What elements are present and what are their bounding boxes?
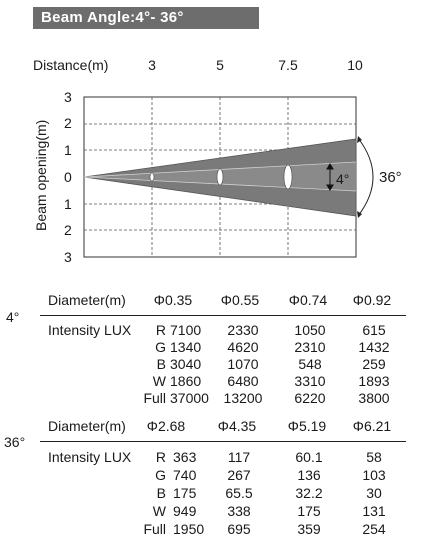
y-tick: 1 [64, 196, 72, 212]
table-4deg-cell: 37000 [170, 390, 209, 406]
table-4deg-cell: 1860 [170, 373, 202, 389]
table-4deg-diameter: Φ0.92 [352, 292, 392, 308]
distance-tick-3: 3 [148, 57, 156, 73]
table-4deg-cell: 3040 [170, 356, 202, 372]
table-36deg-cell: 359 [297, 521, 321, 537]
table-4deg-cell: 13200 [223, 390, 263, 406]
table-36deg-channel: R [155, 449, 166, 465]
table-4deg-cell: 3310 [294, 373, 326, 389]
table-36deg-cell: 32.2 [295, 485, 323, 501]
table-36deg-cell: 175 [173, 485, 197, 501]
table-4deg-channel: G [155, 339, 166, 355]
table-4deg-divider [40, 315, 406, 316]
wide-angle-label: 36° [379, 169, 402, 186]
table-4deg-channel: Full [143, 390, 166, 406]
table-4deg-cell: 259 [362, 356, 386, 372]
table-4deg-diameter: Φ0.74 [288, 292, 328, 308]
table-4deg-cell: 7100 [170, 322, 202, 338]
table-36deg-cell: 136 [297, 467, 321, 483]
table-4deg-angle: 4° [6, 309, 20, 325]
y-tick: 3 [64, 249, 72, 265]
table-36deg-diameter: Φ2.68 [146, 418, 186, 434]
table-4deg-cell: 1432 [358, 339, 390, 355]
beam-diagram [83, 96, 374, 258]
table-4deg-cell: 1893 [358, 373, 390, 389]
narrow-angle-arrow [326, 163, 334, 191]
table-4deg-cell: 6220 [294, 390, 326, 406]
table-4deg-cell: 4620 [227, 339, 259, 355]
diagram-grid [84, 97, 356, 257]
table-36deg-cell: 1950 [173, 521, 205, 537]
y-tick: 1 [64, 142, 72, 158]
table-36deg-channel: B [156, 485, 166, 501]
table-36deg-diameter: Φ6.21 [352, 418, 392, 434]
table-36deg-channel: W [152, 503, 166, 519]
table-36deg-intensity-label: Intensity LUX [48, 449, 132, 465]
table-36deg-cell: 740 [173, 467, 197, 483]
table-36deg-cell: 363 [173, 449, 197, 465]
table-4deg-diameter-label: Diameter(m) [48, 292, 126, 308]
distance-tick-7-5: 7.5 [278, 57, 298, 73]
table-4deg-channel: W [152, 373, 166, 389]
table-4deg-cell: 615 [362, 322, 386, 338]
table-36deg-cell: 65.5 [225, 485, 253, 501]
beam-section-3m [149, 172, 155, 182]
table-36deg-channel: Full [143, 521, 166, 537]
table-4deg-cell: 1070 [227, 356, 259, 372]
table-36deg-cell: 267 [227, 467, 251, 483]
beam-section-7-5m [283, 164, 293, 190]
wide-angle-arc [357, 137, 374, 217]
table-4deg-diameter: Φ0.35 [153, 292, 193, 308]
table-4deg-cell: 548 [298, 356, 322, 372]
table-36deg-cell: 58 [366, 449, 382, 465]
y-tick: 3 [64, 89, 72, 105]
table-36deg-cell: 117 [227, 449, 251, 465]
table-36deg-divider [40, 441, 406, 442]
distance-tick-10: 10 [347, 57, 363, 73]
table-36deg-cell: 949 [173, 503, 197, 519]
table-36deg-cell: 695 [227, 521, 251, 537]
page-title: Beam Angle:4°- 36° [33, 7, 259, 29]
table-36deg-cell: 30 [366, 485, 382, 501]
table-36deg-cell: 103 [362, 467, 386, 483]
table-36deg-diameter-label: Diameter(m) [48, 418, 126, 434]
y-tick: 0 [64, 169, 72, 185]
table-4deg-cell: 1340 [170, 339, 202, 355]
table-4deg-channel: R [155, 322, 166, 338]
y-tick: 2 [64, 115, 72, 131]
beam-section-5m [216, 168, 224, 186]
table-36deg-cell: 131 [362, 503, 386, 519]
y-tick: 2 [64, 222, 72, 238]
narrow-angle-label: 4° [336, 171, 350, 187]
table-36deg-diameter: Φ5.19 [287, 418, 327, 434]
table-4deg-cell: 3800 [358, 390, 390, 406]
distance-tick-5: 5 [216, 57, 224, 73]
table-4deg-cell: 2330 [227, 322, 259, 338]
table-4deg-diameter: Φ0.55 [220, 292, 260, 308]
table-36deg-diameter: Φ4.35 [217, 418, 257, 434]
table-4deg-intensity-label: Intensity LUX [48, 322, 132, 338]
table-36deg-cell: 338 [227, 503, 251, 519]
table-4deg-cell: 6480 [227, 373, 259, 389]
table-36deg-cell: 254 [362, 521, 386, 537]
table-4deg-channel: B [156, 356, 166, 372]
table-4deg-cell: 2310 [294, 339, 326, 355]
table-36deg-channel: G [155, 467, 166, 483]
table-4deg-cell: 1050 [294, 322, 326, 338]
table-36deg-cell: 175 [297, 503, 321, 519]
table-36deg-angle: 36° [4, 434, 26, 450]
table-36deg-cell: 60.1 [295, 449, 323, 465]
distance-label: Distance(m) [33, 57, 109, 73]
